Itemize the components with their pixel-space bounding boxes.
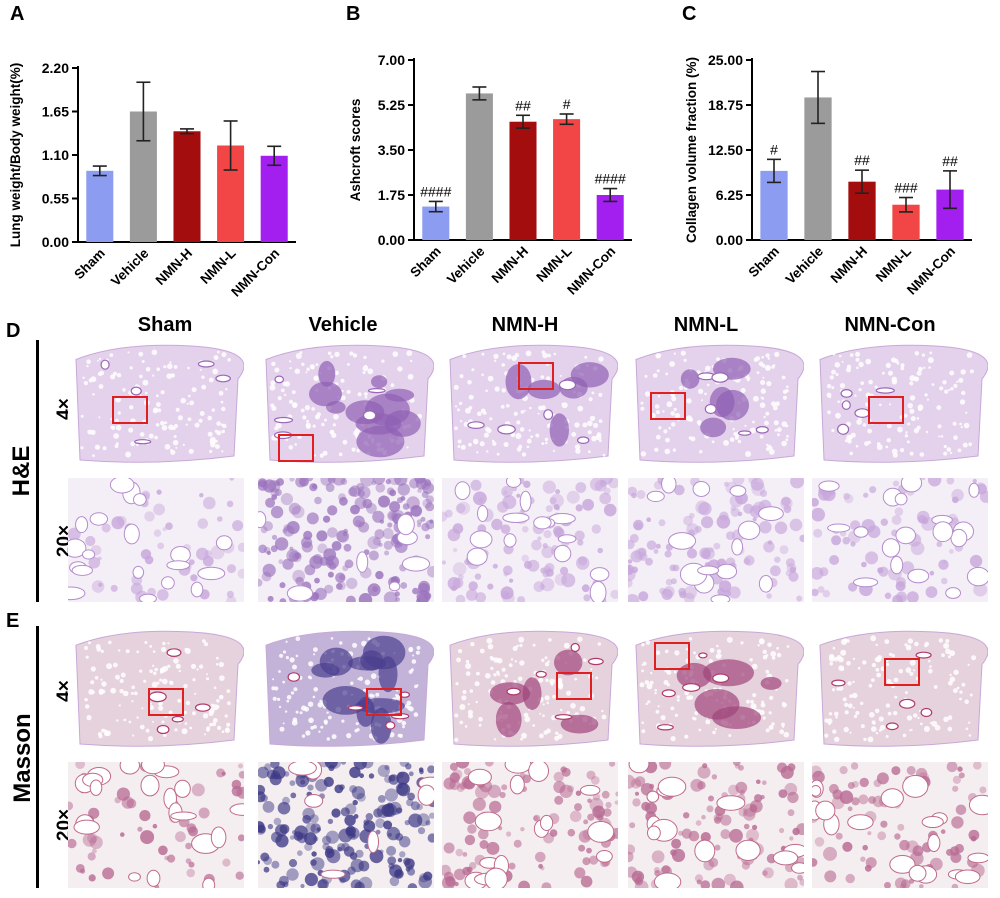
roi-box-he-4x-sham (112, 396, 148, 424)
panel-letter-e: E (6, 610, 20, 632)
roi-box-masson-4x-nmn-l (654, 642, 690, 670)
panel-letter-a: A (10, 3, 25, 25)
category-label-c-3: NMN-L (873, 244, 914, 285)
histology-image-masson-4x-sham (68, 626, 244, 754)
histology-image-masson-4x-nmn-l (628, 626, 804, 754)
panel-letter-b: B (346, 3, 361, 25)
column-label-nmn-con: NMN-Con (844, 314, 936, 336)
histology-image-masson-20x-nmn-con (812, 762, 988, 888)
y-tick-label-b: 3.50 (378, 142, 405, 158)
column-label-vehicle: Vehicle (308, 314, 378, 336)
category-label-b-1: Vehicle (444, 243, 488, 287)
histology-image-masson-4x-nmn-h (442, 626, 618, 754)
histology-image-he-20x-vehicle (258, 478, 434, 602)
significance-label-b-2: ## (515, 97, 531, 113)
significance-label-b-4: #### (595, 171, 626, 187)
significance-label-c-4: ## (942, 153, 958, 169)
significance-label-c-0: # (770, 141, 778, 157)
histology-image-he-4x-nmn-l (628, 340, 804, 470)
y-tick-label-b: 1.75 (378, 187, 405, 203)
panel-letter-d: D (6, 320, 21, 342)
roi-box-masson-4x-nmn-h (556, 672, 592, 700)
histology-image-he-4x-sham (68, 340, 244, 470)
y-tick-label-a: 1.10 (42, 147, 69, 163)
roi-box-masson-4x-nmn-con (884, 658, 920, 686)
stain-label-masson: Masson (9, 713, 36, 803)
roi-box-he-4x-nmn-h (518, 362, 554, 390)
stain-label-he: H&E (8, 445, 35, 497)
category-label-a-2: NMN-H (153, 246, 195, 288)
significance-label-c-3: ### (894, 180, 918, 196)
roi-box-he-4x-nmn-con (868, 396, 904, 424)
y-tick-label-c: 0.00 (716, 232, 743, 248)
bar-b-2 (509, 121, 537, 240)
category-label-b-2: NMN-H (489, 244, 531, 286)
y-tick-label-c: 6.25 (716, 187, 743, 203)
bar-b-1 (465, 93, 493, 240)
category-label-c-1: Vehicle (783, 243, 827, 287)
bar-a-2 (173, 131, 201, 242)
histology-image-masson-20x-vehicle (258, 762, 434, 888)
roi-box-he-4x-vehicle (278, 434, 314, 462)
y-tick-label-b: 7.00 (378, 52, 405, 68)
bar-b-3 (553, 119, 581, 240)
y-tick-label-b: 0.00 (378, 232, 405, 248)
significance-label-b-0: #### (420, 183, 451, 199)
he-divider-line (36, 340, 39, 602)
category-label-c-4: NMN-Con (904, 244, 958, 298)
category-label-a-0: Sham (71, 246, 108, 283)
y-tick-label-c: 18.75 (708, 97, 743, 113)
category-label-a-3: NMN-L (197, 246, 238, 287)
y-tick-label-b: 5.25 (378, 97, 405, 113)
y-axis-label-a: Lung weight/Body weight(%) (8, 63, 23, 247)
histology-image-he-20x-nmn-l (628, 478, 804, 602)
histology-image-masson-20x-nmn-h (442, 762, 618, 888)
roi-box-he-4x-nmn-l (650, 392, 686, 420)
masson-divider-line (36, 626, 39, 888)
bar-charts: 0.00 0.55 1.10 1.65 2.20 Lung weight/Body wei… (8, 52, 972, 300)
histology-image-he-4x-vehicle (258, 340, 434, 470)
category-label-c-2: NMN-H (828, 244, 870, 286)
panel-letter-c: C (682, 3, 697, 25)
roi-box-masson-4x-vehicle (366, 688, 402, 716)
significance-label-b-3: # (563, 96, 571, 112)
y-axis-label-b: Ashcroft scores (348, 99, 363, 202)
y-tick-label-c: 12.50 (708, 142, 743, 158)
y-tick-label-a: 2.20 (42, 60, 69, 76)
category-label-c-0: Sham (746, 244, 783, 281)
y-tick-label-a: 1.65 (42, 104, 69, 120)
roi-box-masson-4x-sham (148, 688, 184, 716)
column-label-sham: Sham (137, 314, 193, 336)
bar-a-0 (86, 170, 114, 242)
histology-image-he-20x-nmn-con (812, 478, 988, 602)
histology-image-he-20x-sham (68, 478, 244, 602)
histology-image-he-4x-nmn-h (442, 340, 618, 470)
y-tick-label-a: 0.00 (42, 234, 69, 250)
category-label-b-3: NMN-L (533, 244, 574, 285)
histology-image-masson-20x-sham (68, 762, 244, 888)
category-label-a-4: NMN-Con (228, 246, 282, 300)
bar-b-4 (596, 195, 624, 240)
column-label-nmn-l: NMN-L (673, 314, 739, 336)
column-label-nmn-h: NMN-H (491, 314, 559, 336)
category-label-b-0: Sham (407, 244, 444, 281)
bar-a-4 (260, 155, 288, 242)
y-tick-label-c: 25.00 (708, 52, 743, 68)
histology-image-masson-4x-vehicle (258, 626, 434, 754)
significance-label-c-2: ## (854, 152, 870, 168)
histology-image-he-20x-nmn-h (442, 478, 618, 602)
y-axis-label-c: Collagen volume fraction (%) (684, 57, 699, 243)
category-label-a-1: Vehicle (108, 245, 152, 289)
histology-image-masson-4x-nmn-con (812, 626, 988, 754)
y-tick-label-a: 0.55 (42, 191, 69, 207)
histology-image-masson-20x-nmn-l (628, 762, 804, 888)
category-label-b-4: NMN-Con (564, 244, 618, 298)
